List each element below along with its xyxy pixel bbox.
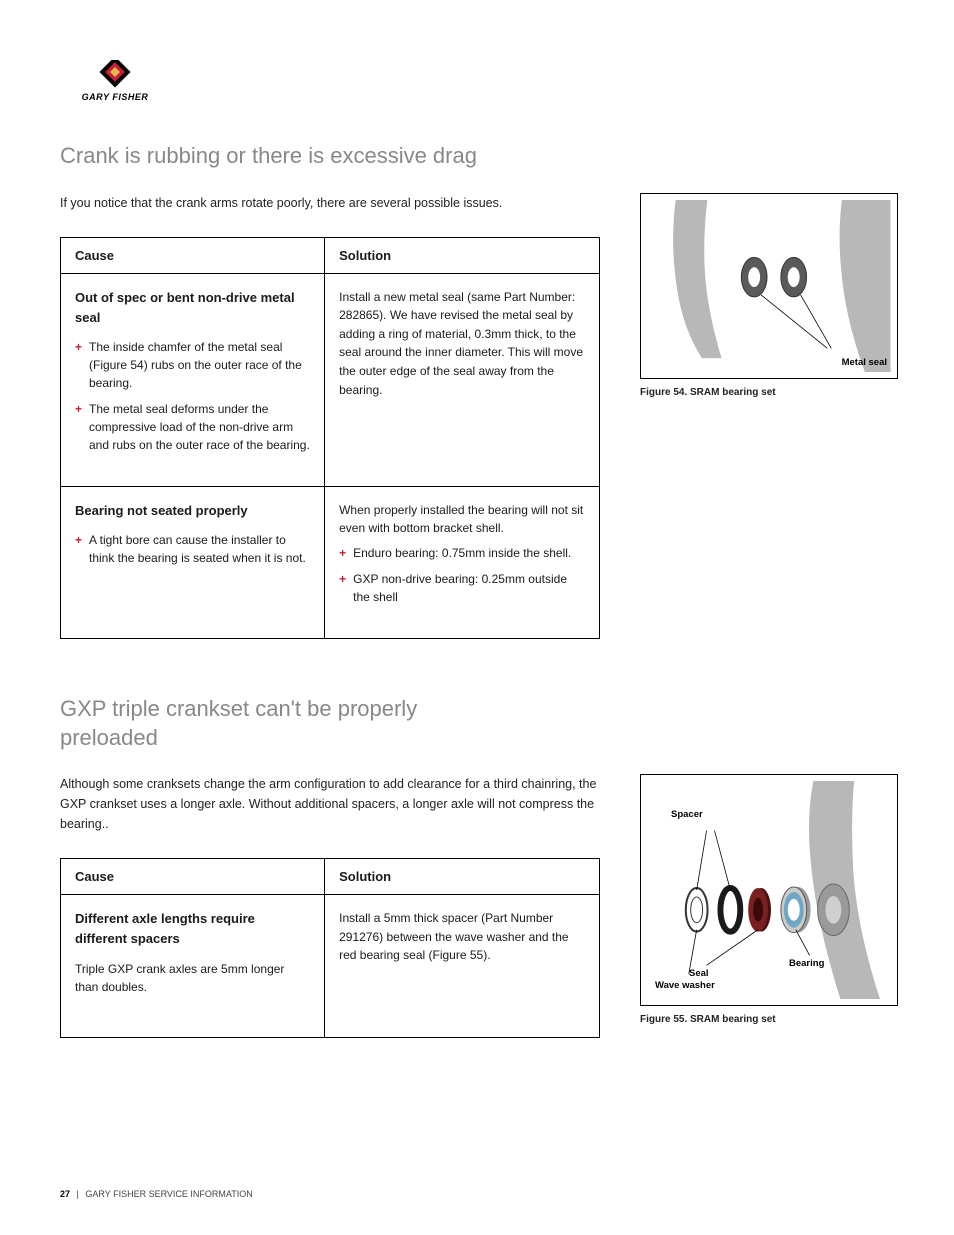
table-row: Bearing not seated properly A tight bore… bbox=[61, 486, 600, 638]
page-number: 27 bbox=[60, 1189, 70, 1199]
figure55-label-wave: Wave washer bbox=[655, 980, 715, 991]
figure55-label-seal: Seal bbox=[689, 968, 709, 979]
cause-sub: Triple GXP crank axles are 5mm longer th… bbox=[75, 960, 310, 997]
figure55-label-bearing: Bearing bbox=[789, 958, 824, 969]
section2-intro: Although some cranksets change the arm c… bbox=[60, 774, 600, 834]
figure54-label-metal-seal: Metal seal bbox=[842, 357, 887, 368]
section1-intro: If you notice that the crank arms rotate… bbox=[60, 193, 600, 213]
brand-name: GARY FISHER bbox=[82, 92, 149, 102]
col-solution-header: Solution bbox=[325, 859, 600, 895]
cause-item: The metal seal deforms under the compres… bbox=[75, 400, 310, 454]
section2-table: Cause Solution Different axle lengths re… bbox=[60, 858, 600, 1037]
table-row: Out of spec or bent non-drive metal seal… bbox=[61, 273, 600, 486]
figure54-caption: Figure 54. SRAM bearing set bbox=[640, 387, 898, 398]
section2-title: GXP triple crankset can't be properly pr… bbox=[60, 695, 420, 752]
cause-item: The inside chamfer of the metal seal (Fi… bbox=[75, 338, 310, 392]
section2-row: Although some cranksets change the arm c… bbox=[60, 774, 894, 1037]
cause-heading: Out of spec or bent non-drive metal seal bbox=[75, 288, 310, 328]
figure55-label-spacer: Spacer bbox=[671, 809, 703, 820]
section1-table: Cause Solution Out of spec or bent non-d… bbox=[60, 237, 600, 639]
figure-54: Metal seal bbox=[640, 193, 898, 379]
solution-item: GXP non-drive bearing: 0.25mm outside th… bbox=[339, 570, 585, 606]
page-footer: 27 | GARY FISHER SERVICE INFORMATION bbox=[60, 1189, 253, 1199]
solution-item: Enduro bearing: 0.75mm inside the shell. bbox=[339, 544, 585, 562]
figure-55: Spacer Seal Wave washer Bearing bbox=[640, 774, 898, 1006]
col-solution-header: Solution bbox=[325, 237, 600, 273]
footer-text: GARY FISHER SERVICE INFORMATION bbox=[85, 1189, 252, 1199]
cause-heading: Different axle lengths require different… bbox=[75, 909, 310, 949]
figure55-caption: Figure 55. SRAM bearing set bbox=[640, 1014, 898, 1025]
cause-heading: Bearing not seated properly bbox=[75, 501, 310, 521]
solution-text: Install a 5mm thick spacer (Part Number … bbox=[325, 895, 600, 1037]
cause-item: A tight bore can cause the installer to … bbox=[75, 531, 310, 567]
table-row: Different axle lengths require different… bbox=[61, 895, 600, 1037]
solution-text: Install a new metal seal (same Part Numb… bbox=[325, 273, 600, 486]
brand-logo: GARY FISHER bbox=[60, 60, 894, 106]
section1-row: If you notice that the crank arms rotate… bbox=[60, 193, 894, 639]
col-cause-header: Cause bbox=[61, 237, 325, 273]
solution-text: When properly installed the bearing will… bbox=[339, 501, 585, 538]
col-cause-header: Cause bbox=[61, 859, 325, 895]
section1-title: Crank is rubbing or there is excessive d… bbox=[60, 142, 894, 171]
